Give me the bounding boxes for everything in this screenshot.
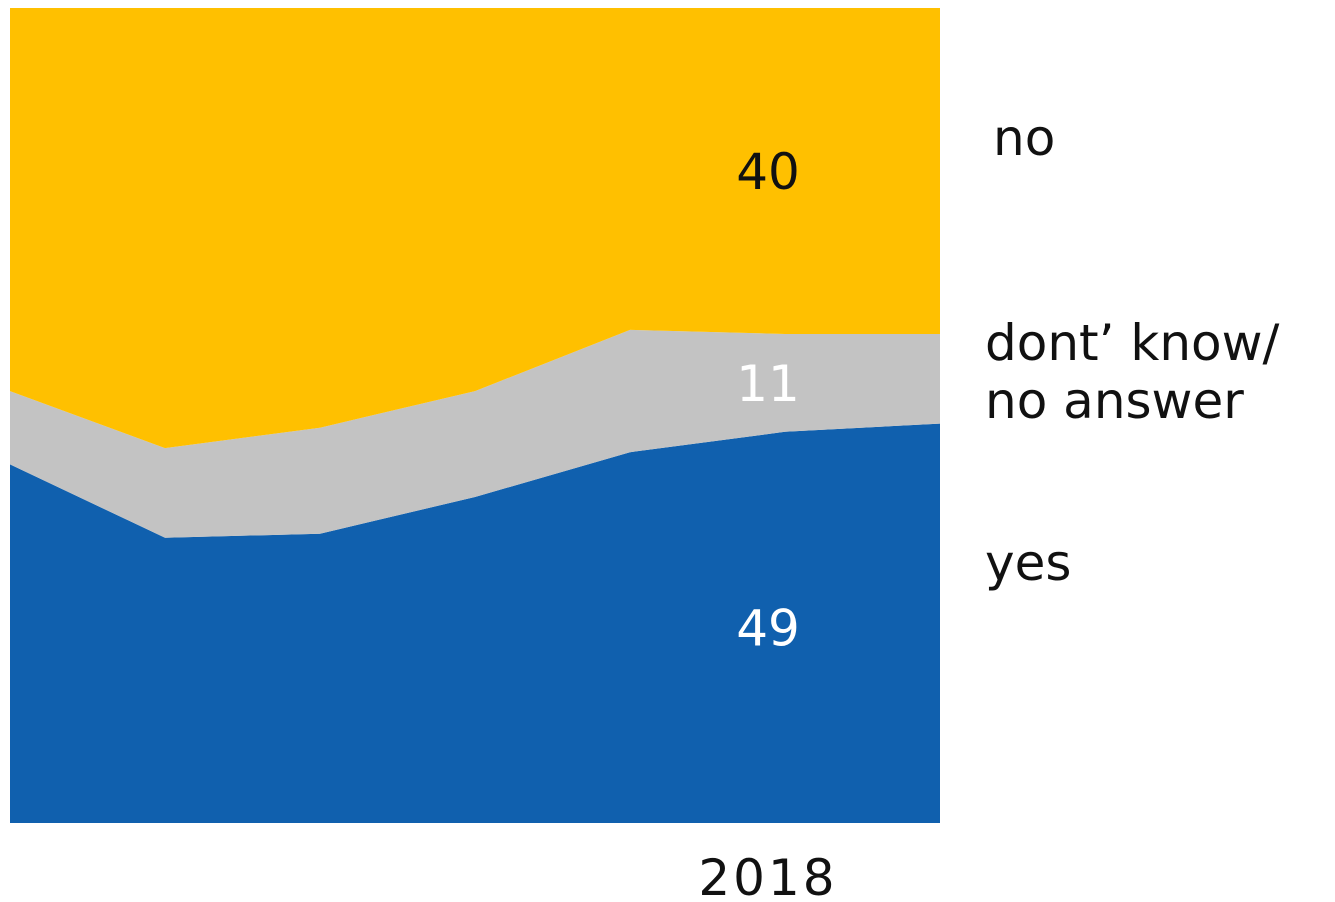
series-name-dont-line-1: dont’ know/ [985, 314, 1280, 372]
area-series-group [10, 8, 940, 823]
series-name-yes: yes [985, 534, 1071, 592]
series-name-no: no [993, 109, 1055, 167]
data-label-dont: 11 [736, 355, 800, 413]
x-tick-label: 2018 [698, 849, 837, 902]
series-name-dont-line-2: no answer [985, 372, 1244, 430]
area-yes [10, 423, 940, 823]
area-dont-know-no-answer [10, 329, 940, 538]
area-no [10, 8, 940, 449]
data-label-no: 40 [736, 143, 800, 201]
data-label-yes: 49 [736, 599, 800, 657]
label-group: 49 11 40 yes dont’ know/no answer no 2018 [698, 109, 1279, 902]
